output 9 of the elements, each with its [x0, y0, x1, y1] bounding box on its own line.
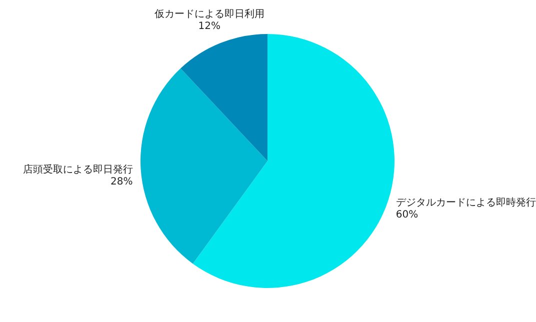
- slice-label: 仮カードによる即日利用: [154, 8, 264, 20]
- data-label: 60%: [396, 210, 418, 221]
- data-label: 12%: [198, 21, 220, 32]
- pie-slice: [192, 34, 394, 288]
- pie-slice: [180, 34, 268, 161]
- pie-slice: [140, 68, 268, 264]
- data-label: 28%: [110, 176, 133, 188]
- slice-label: デジタルカードによる即時発行: [396, 196, 536, 209]
- slice-label: 店頭受取による即日発行: [22, 163, 133, 176]
